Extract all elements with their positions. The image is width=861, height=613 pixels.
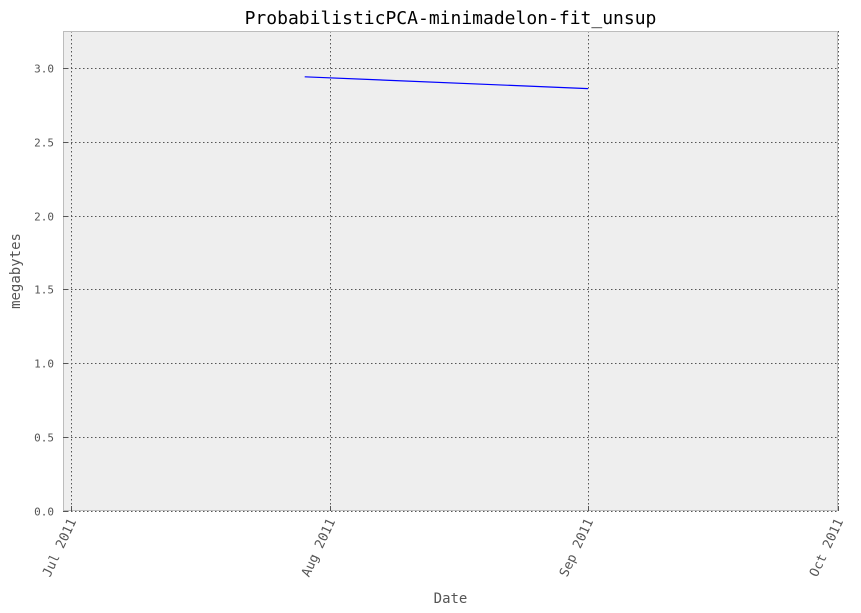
x-tick-label: Sep 2011 — [557, 516, 597, 579]
plot-area — [63, 31, 838, 511]
y-axis: 0.0 0.5 1.0 1.5 2.0 2.5 3.0 — [34, 63, 68, 519]
x-tick-label: Aug 2011 — [299, 516, 339, 579]
grid — [63, 31, 839, 512]
series-layer — [304, 76, 589, 90]
y-tick-label: 1.0 — [34, 358, 54, 371]
chart-title: ProbabilisticPCA-minimadelon-fit_unsup — [245, 8, 657, 29]
series-line — [304, 76, 589, 90]
y-tick-label: 0.0 — [34, 506, 54, 519]
y-tick-label: 3.0 — [34, 63, 54, 76]
y-tick-label: 2.0 — [34, 211, 54, 224]
x-tick-label: Oct 2011 — [807, 516, 847, 579]
x-axis-label: Date — [434, 591, 468, 607]
x-tick-label: Jul 2011 — [40, 516, 80, 579]
y-axis-label: megabytes — [8, 233, 24, 309]
x-axis: Jul 2011 Aug 2011 Sep 2011 Oct 2011 — [40, 506, 847, 579]
y-tick-label: 0.5 — [34, 432, 54, 445]
plot-frame — [63, 31, 838, 511]
y-tick-label: 2.5 — [34, 137, 54, 150]
y-tick-label: 1.5 — [34, 284, 54, 297]
